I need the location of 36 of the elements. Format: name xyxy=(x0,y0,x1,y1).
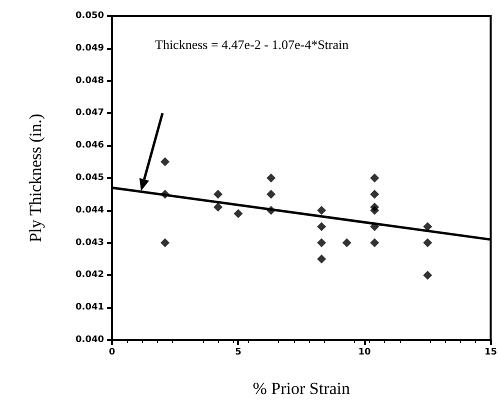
point xyxy=(266,190,276,199)
point xyxy=(370,174,380,182)
point xyxy=(234,209,243,218)
point xyxy=(266,174,276,182)
y-tick-label: 0.050 xyxy=(76,11,104,21)
point xyxy=(317,222,326,232)
point xyxy=(423,238,432,248)
point xyxy=(370,206,380,215)
y-axis-title: Ply Thickness (in.) xyxy=(26,114,45,242)
point xyxy=(160,238,170,248)
y-tick-label: 0.047 xyxy=(76,108,104,118)
x-tick-label: 10 xyxy=(358,348,371,358)
x-axis-title: % Prior Strain xyxy=(252,379,350,398)
y-tick-label: 0.044 xyxy=(76,205,104,216)
point xyxy=(214,190,223,199)
x-tick-label: 5 xyxy=(235,348,242,358)
point xyxy=(317,254,326,264)
y-tick-label: 0.041 xyxy=(76,302,104,313)
point xyxy=(214,202,223,212)
y-tick-label: 0.040 xyxy=(76,335,104,345)
point xyxy=(370,238,380,248)
annotation: Thickness = 4.47e-2 - 1.07e-4*Strain xyxy=(155,37,350,52)
point xyxy=(317,206,326,215)
y-tick-label: 0.042 xyxy=(76,270,104,280)
x-tick-label: 0 xyxy=(108,348,116,358)
x-tick-label: 15 xyxy=(484,348,498,358)
y-tick-label: 0.048 xyxy=(76,76,104,86)
y-tick-label: 0.043 xyxy=(76,238,104,248)
point xyxy=(317,238,326,248)
y-tick-label: 0.049 xyxy=(76,43,104,54)
y-tick-label: 0.046 xyxy=(76,140,104,151)
point xyxy=(342,238,352,248)
point xyxy=(160,157,170,166)
point xyxy=(370,190,380,199)
y-tick-label: 0.045 xyxy=(76,173,104,183)
point xyxy=(423,270,432,280)
